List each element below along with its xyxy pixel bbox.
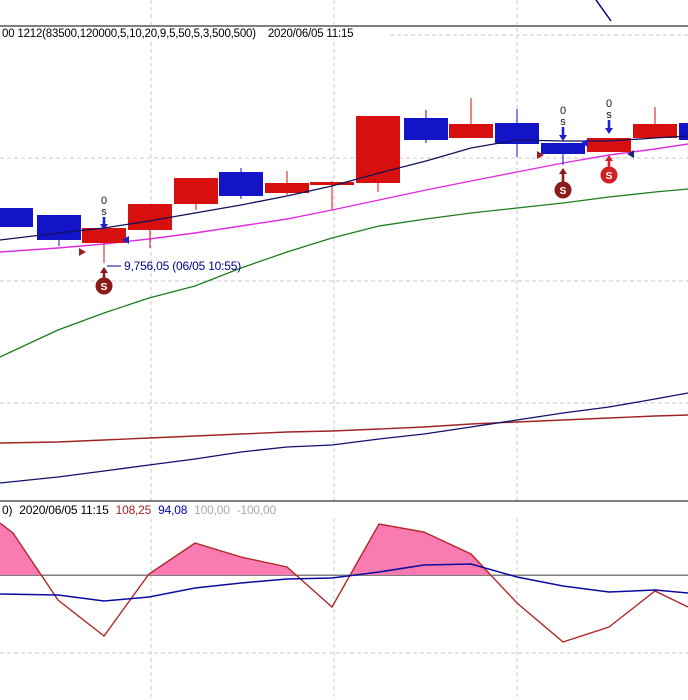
up-arrow-icon xyxy=(559,168,567,174)
candle-body-up xyxy=(310,182,354,185)
candle-body-down xyxy=(37,215,81,240)
oscillator-slow-value: 94,08 xyxy=(158,502,188,517)
sell-mark-circle xyxy=(554,181,572,199)
up-arrow-icon xyxy=(605,155,613,161)
trend-darkred-line xyxy=(0,414,688,444)
oscillator-slow-line xyxy=(0,563,688,602)
triangle-mark-left-icon xyxy=(627,150,634,158)
signal-s-label: s xyxy=(101,206,107,218)
chart-datetime: 2020/06/05 11:15 xyxy=(267,28,354,40)
candle-body-up xyxy=(174,178,218,204)
signal-s-label: s xyxy=(606,109,612,121)
oscillator-datetime: 2020/06/05 11:15 xyxy=(19,502,109,517)
indicator-header: 00 1212(83500,120000,5,10,20,9,5,50,5,3,… xyxy=(2,27,359,41)
oscillator-fill-area xyxy=(148,543,296,575)
triangle-mark-left-icon xyxy=(122,236,129,244)
candle-body-down xyxy=(541,143,585,154)
candle-body-up xyxy=(449,124,493,138)
price-annotation-label: 9,756,05 (06/05 10:55) xyxy=(124,259,242,273)
oscillator-fill-area xyxy=(0,523,41,575)
triangle-mark-right-icon xyxy=(537,151,544,159)
oscillator-fast-value: 108,25 xyxy=(115,502,152,517)
candle-body-up xyxy=(128,204,172,230)
indicator-params-text: 00 1212(83500,120000,5,10,20,9,5,50,5,3,… xyxy=(2,28,256,40)
sell-mark-letter: S xyxy=(605,170,612,182)
sell-mark-circle xyxy=(95,277,113,295)
down-arrow-icon xyxy=(559,135,567,141)
oscillator-fill-area xyxy=(350,524,491,575)
offchart-line-fragment xyxy=(595,0,612,22)
candle-body-up xyxy=(82,228,126,243)
oscillator-upper-level: 100,00 xyxy=(194,502,230,517)
sell-mark-circle xyxy=(600,166,618,184)
down-arrow-icon xyxy=(605,128,613,134)
trend-navy-line xyxy=(0,392,688,484)
candle-body-down xyxy=(679,123,688,140)
triangle-mark-left-icon xyxy=(581,139,588,147)
candle-body-up xyxy=(265,183,309,193)
candle-body-up xyxy=(633,124,677,138)
sell-mark-letter: S xyxy=(559,185,566,197)
oscillator-fast-line xyxy=(0,522,688,643)
signal-s-label: s xyxy=(560,116,566,128)
candle-body-down xyxy=(495,123,539,144)
oscillator-lower-level: -100,00 xyxy=(236,502,277,517)
candle-body-down xyxy=(0,208,33,227)
candle-body-up xyxy=(356,116,400,183)
signal-zero-label: 0 xyxy=(606,98,612,110)
sell-mark-letter: S xyxy=(100,281,107,293)
candle-body-down xyxy=(219,172,263,196)
signal-zero-label: 0 xyxy=(101,195,107,207)
down-arrow-icon xyxy=(100,224,108,230)
candle-body-down xyxy=(404,118,448,140)
triangle-mark-right-icon xyxy=(79,248,86,256)
signal-zero-label: 0 xyxy=(560,105,566,117)
up-arrow-icon xyxy=(100,267,108,273)
ma-slow-green-line xyxy=(0,188,688,358)
oscillator-header: 0) 2020/06/05 11:15 108,25 94,08 100,00 … xyxy=(2,502,281,517)
oscillator-name-truncated: 0) xyxy=(2,502,13,517)
